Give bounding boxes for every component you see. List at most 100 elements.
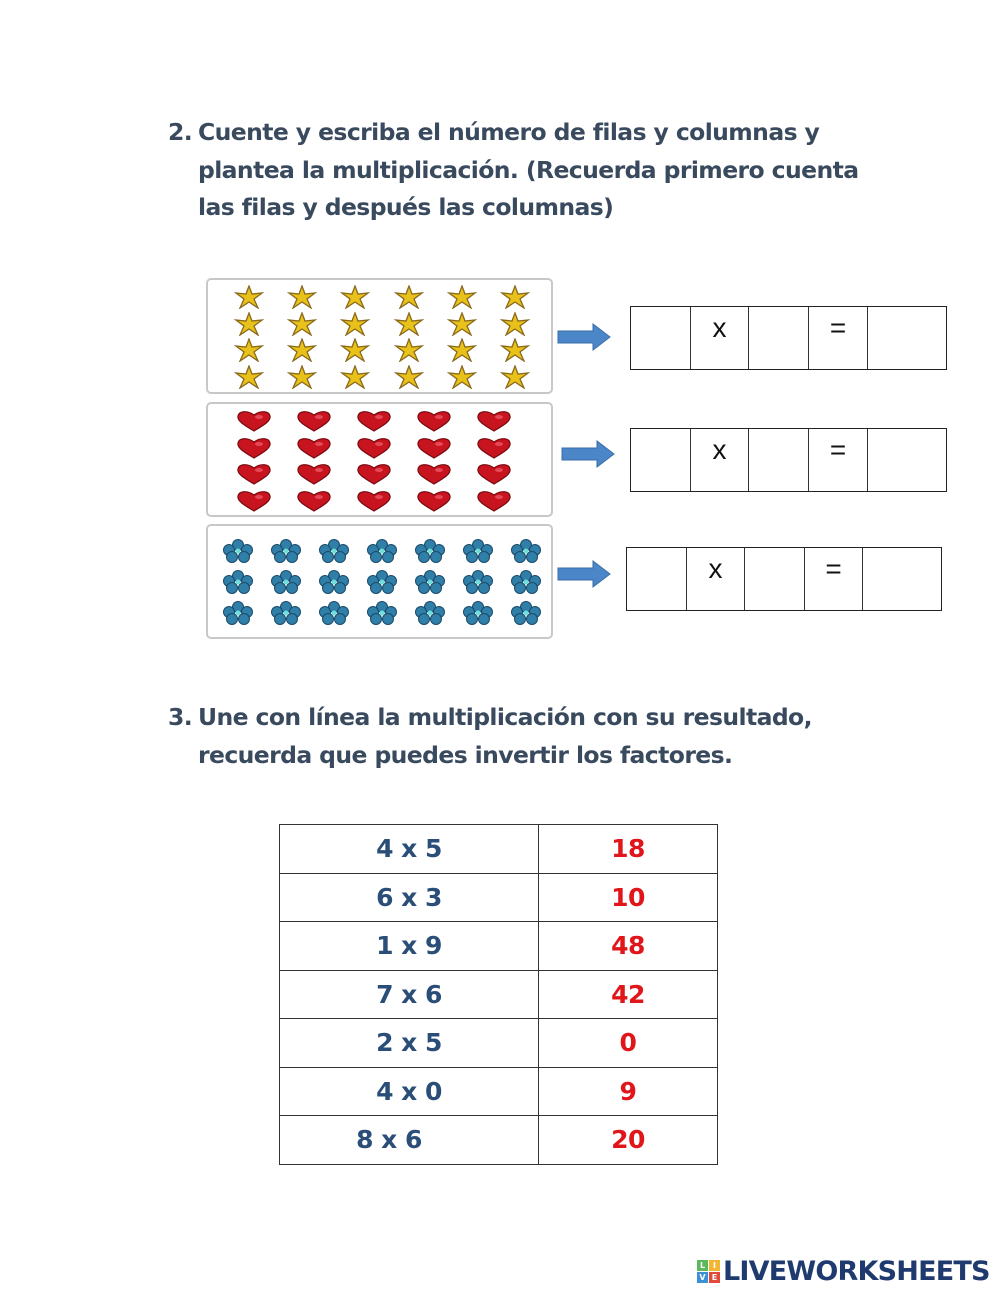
table-row: 1 x 9 48 — [279, 921, 718, 971]
operation-cell[interactable]: 8 x 6 — [279, 1115, 539, 1165]
factor2-input[interactable] — [752, 312, 805, 354]
star-array-panel — [206, 278, 553, 394]
logo-squares-icon: L I V E — [697, 1260, 720, 1283]
heart-icon — [284, 435, 344, 462]
factor2-input-cell[interactable] — [749, 429, 809, 491]
heart-icon — [404, 435, 464, 462]
heart-array-panel — [206, 402, 553, 517]
factor2-input-cell[interactable] — [745, 548, 805, 610]
flower-icon — [310, 597, 358, 628]
operation-cell[interactable]: 1 x 9 — [279, 921, 539, 971]
question-number: 2. — [168, 118, 193, 146]
heart-icon — [464, 408, 524, 435]
heart-icon — [404, 461, 464, 488]
result-cell[interactable]: 9 — [538, 1066, 718, 1116]
times-symbol: x — [691, 307, 749, 369]
equation-box-3: x = — [626, 547, 942, 611]
table-row: 4 x 5 18 — [279, 824, 718, 874]
star-icon — [435, 311, 488, 338]
factor1-input-cell[interactable] — [631, 429, 691, 491]
operation-cell[interactable]: 4 x 5 — [279, 824, 539, 874]
result-cell[interactable]: 10 — [538, 872, 718, 922]
equals-symbol: = — [809, 429, 868, 491]
table-row: 7 x 6 42 — [279, 969, 718, 1019]
heart-icon — [284, 488, 344, 515]
right-arrow-icon — [557, 323, 611, 351]
star-icon — [489, 364, 542, 391]
operation-cell[interactable]: 6 x 3 — [279, 872, 539, 922]
equation-box-2: x = — [630, 428, 947, 492]
star-icon — [222, 284, 275, 311]
star-icon — [222, 337, 275, 364]
star-icon — [489, 284, 542, 311]
right-arrow-icon — [557, 560, 611, 588]
result-cell[interactable]: 48 — [538, 921, 718, 971]
result-cell[interactable]: 20 — [538, 1115, 718, 1165]
product-input[interactable] — [868, 553, 936, 595]
operation-cell[interactable]: 2 x 5 — [279, 1018, 539, 1068]
heart-icon — [464, 488, 524, 515]
product-input-cell[interactable] — [868, 429, 946, 491]
flower-icon — [262, 536, 310, 567]
factor2-input-cell[interactable] — [749, 307, 809, 369]
product-input[interactable] — [873, 312, 941, 354]
flower-icon — [214, 567, 262, 598]
star-icon — [222, 364, 275, 391]
flower-icon — [310, 567, 358, 598]
factor2-input[interactable] — [748, 553, 801, 595]
brand-name: LIVEWORKSHEETS — [723, 1256, 990, 1287]
heart-icon — [464, 461, 524, 488]
star-icon — [275, 284, 328, 311]
heart-icon — [224, 488, 284, 515]
product-input-cell[interactable] — [868, 307, 946, 369]
heart-icon — [344, 408, 404, 435]
flower-icon — [214, 536, 262, 567]
heart-icon — [404, 488, 464, 515]
factor1-input-cell[interactable] — [631, 307, 691, 369]
operation-cell[interactable]: 7 x 6 — [279, 969, 539, 1019]
factor1-input-cell[interactable] — [627, 548, 687, 610]
factor1-input[interactable] — [634, 434, 687, 476]
result-cell[interactable]: 0 — [538, 1018, 718, 1068]
logo-letter: V — [697, 1272, 708, 1283]
heart-icon — [404, 408, 464, 435]
flower-icon — [502, 536, 550, 567]
heart-icon — [224, 435, 284, 462]
question-text-line: recuerda que puedes invertir los factore… — [198, 740, 733, 769]
heart-icon — [344, 435, 404, 462]
factor2-input[interactable] — [752, 434, 805, 476]
star-icon — [489, 337, 542, 364]
heart-icon — [284, 408, 344, 435]
star-icon — [275, 337, 328, 364]
result-cell[interactable]: 42 — [538, 969, 718, 1019]
right-arrow-icon — [561, 440, 615, 468]
flower-icon — [454, 536, 502, 567]
question-3-heading: 3. Une con línea la multiplicación con s… — [168, 699, 813, 774]
flower-array-grid — [214, 536, 550, 628]
flower-icon — [406, 597, 454, 628]
flower-icon — [358, 567, 406, 598]
flower-icon — [454, 597, 502, 628]
factor1-input[interactable] — [630, 553, 683, 595]
star-icon — [489, 311, 542, 338]
product-input[interactable] — [873, 434, 941, 476]
table-row: 6 x 3 10 — [279, 872, 718, 922]
equals-symbol: = — [805, 548, 863, 610]
factor1-input[interactable] — [634, 312, 687, 354]
heart-icon — [284, 461, 344, 488]
operation-cell[interactable]: 4 x 0 — [279, 1066, 539, 1116]
flower-icon — [262, 597, 310, 628]
logo-letter: L — [697, 1260, 708, 1271]
star-icon — [382, 364, 435, 391]
star-icon — [329, 311, 382, 338]
heart-array-grid — [224, 408, 524, 514]
heart-icon — [224, 408, 284, 435]
result-cell[interactable]: 18 — [538, 824, 718, 874]
question-text-line: Une con línea la multiplicación con su r… — [198, 703, 813, 731]
product-input-cell[interactable] — [863, 548, 941, 610]
equation-box-1: x = — [630, 306, 947, 370]
times-symbol: x — [687, 548, 745, 610]
star-icon — [382, 337, 435, 364]
